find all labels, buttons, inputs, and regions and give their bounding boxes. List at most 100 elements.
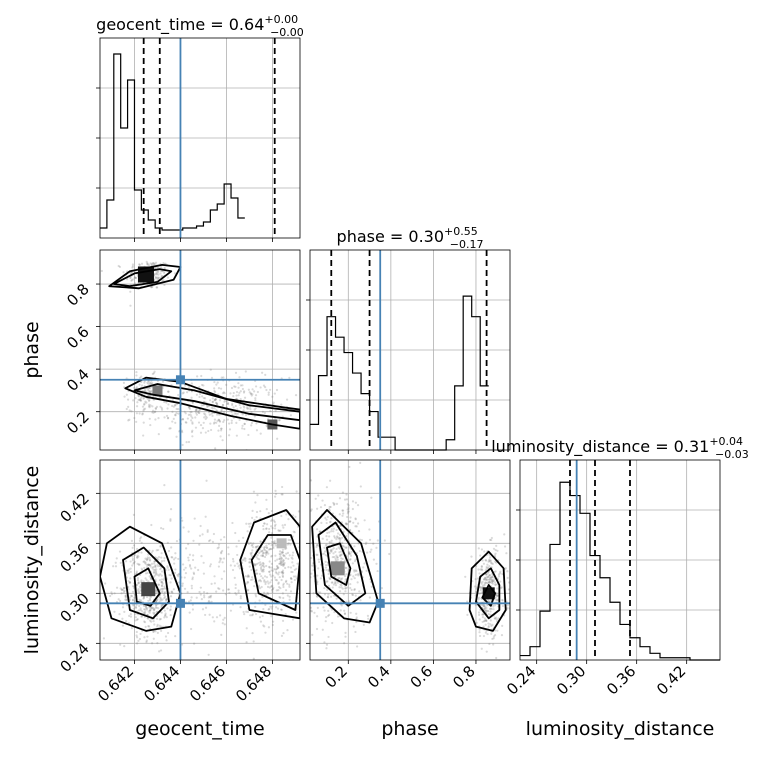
sample-point (254, 399, 257, 402)
sample-point (131, 598, 134, 601)
sample-point (138, 376, 142, 379)
sample-point (304, 577, 306, 579)
sample-point (220, 409, 223, 413)
sample-point (118, 550, 122, 553)
sample-point (349, 586, 352, 590)
sample-point (160, 581, 163, 584)
sample-point (482, 562, 486, 565)
sample-point (169, 609, 172, 612)
sample-point (282, 563, 285, 566)
sample-point (177, 407, 180, 411)
sample-point (223, 570, 226, 573)
sample-point (312, 592, 315, 595)
sample-point (127, 419, 130, 422)
sample-point (217, 546, 220, 549)
sample-point (251, 546, 255, 549)
sample-point (488, 642, 491, 646)
sample-point (289, 538, 292, 542)
sample-point (336, 558, 339, 561)
sample-point (329, 595, 333, 598)
sample-point (345, 493, 348, 496)
sample-point (494, 617, 497, 620)
sample-point (163, 271, 166, 275)
sample-point (271, 584, 274, 587)
sample-point (183, 410, 186, 413)
sample-point (208, 413, 211, 416)
sample-point (148, 575, 151, 578)
sample-point (261, 564, 264, 567)
sample-point (122, 588, 125, 592)
sample-point (490, 579, 494, 583)
sample-point (310, 509, 313, 512)
sample-point (254, 546, 257, 549)
sample-point (250, 551, 253, 554)
sample-point (232, 560, 235, 563)
sample-point (164, 595, 167, 598)
sample-point (301, 537, 303, 539)
sample-point (129, 276, 132, 279)
sample-point (484, 605, 487, 608)
sample-point (498, 572, 502, 575)
sample-point (346, 510, 350, 513)
sample-point (247, 542, 251, 546)
sample-point (265, 551, 268, 554)
sample-point (145, 607, 149, 610)
sample-point (143, 621, 147, 624)
sample-point (145, 639, 148, 642)
sample-point (259, 432, 262, 435)
sample-point (159, 573, 162, 576)
sample-point (190, 430, 194, 434)
sample-point (341, 509, 345, 512)
sample-point (273, 540, 276, 543)
sample-point (281, 524, 284, 527)
sample-point (131, 265, 134, 268)
sample-point (344, 578, 347, 581)
sample-point (328, 507, 331, 511)
sample-point (135, 370, 138, 374)
sample-point (160, 552, 163, 555)
sample-point (143, 560, 146, 563)
sample-point (340, 553, 343, 556)
sample-point (486, 632, 489, 636)
sample-point (275, 589, 278, 592)
sample-point (153, 568, 156, 572)
sample-point (275, 567, 278, 571)
sample-point (245, 582, 248, 585)
sample-point (183, 576, 186, 579)
sample-point (161, 590, 164, 593)
sample-point (327, 609, 330, 612)
sample-point (148, 389, 151, 393)
sample-point (216, 381, 219, 384)
sample-point (220, 577, 223, 580)
sample-point (481, 615, 484, 619)
sample-point (274, 542, 277, 545)
sample-point (265, 551, 268, 554)
sample-point (139, 399, 143, 402)
sample-point (148, 549, 151, 552)
sample-point (154, 418, 157, 421)
sample-point (209, 428, 213, 432)
sample-point (154, 564, 157, 567)
sample-point (489, 607, 492, 610)
x-axis-label: luminosity_distance (526, 718, 715, 740)
sample-point (485, 576, 488, 579)
sample-point (236, 562, 239, 565)
panel-frame (99, 459, 301, 661)
sample-point (291, 554, 294, 557)
density-contour (112, 268, 173, 288)
sample-point (335, 554, 338, 557)
sample-point (144, 605, 148, 608)
sample-point (265, 553, 268, 557)
sample-point (195, 408, 198, 411)
sample-point (480, 548, 484, 551)
sample-point (256, 557, 259, 560)
sample-point (485, 606, 488, 610)
sample-point (143, 381, 146, 384)
sample-point (148, 599, 152, 602)
sample-point (211, 407, 214, 410)
sample-point (487, 610, 490, 613)
sample-point (167, 568, 170, 571)
sample-point (254, 394, 258, 397)
sample-point (501, 604, 505, 608)
sample-point (480, 586, 483, 589)
